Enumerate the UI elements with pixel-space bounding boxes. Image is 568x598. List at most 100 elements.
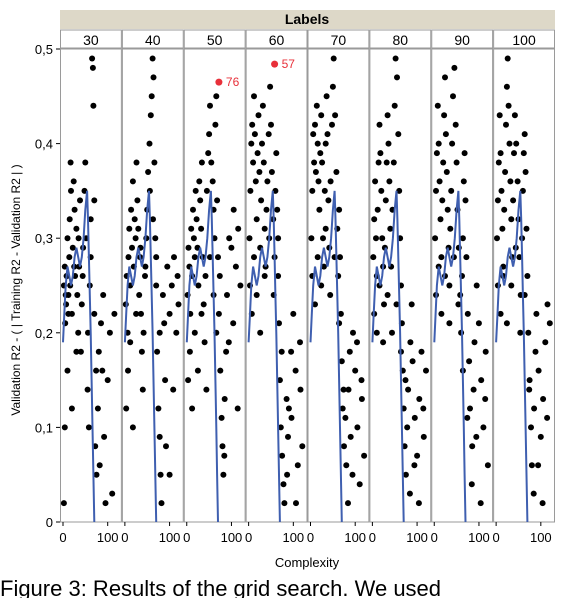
point-50-13 (196, 178, 203, 185)
panel-frame-100 (493, 48, 555, 523)
y-tick-label-4: 0,4 (35, 137, 53, 152)
point-90-9 (440, 159, 447, 166)
point-100-12 (504, 55, 511, 62)
point-30-61 (91, 197, 98, 204)
panel-label-100: 100 (512, 32, 536, 48)
x-tick-label-70-1: 100 (344, 530, 366, 545)
point-100-2 (495, 159, 502, 166)
point-60-8 (253, 216, 260, 223)
point-60-11 (256, 169, 263, 175)
point-100-3 (496, 112, 503, 119)
point-80-37 (407, 339, 414, 346)
point-80-35 (404, 424, 411, 431)
point-50-15 (198, 225, 205, 232)
point-90-21 (451, 64, 458, 71)
point-70-16 (322, 140, 329, 147)
panel-label-40: 40 (145, 32, 161, 48)
point-40-10 (131, 216, 138, 223)
point-100-45 (546, 320, 553, 327)
y-tick-label-1: 0,1 (35, 420, 53, 435)
highlight-label-0: 76 (226, 75, 240, 89)
point-100-19 (511, 150, 517, 157)
point-90-29 (459, 235, 466, 242)
point-60-23 (268, 121, 274, 128)
point-30-47 (60, 500, 67, 507)
x-tick-label-50-0: 0 (183, 530, 190, 545)
point-70-29 (336, 206, 343, 213)
point-30-46 (111, 310, 118, 317)
y-axis: 0 0,1 0,2 0,3 0,4 0,5 (35, 42, 60, 530)
smoother-40 (123, 190, 158, 523)
point-30-10 (68, 187, 74, 194)
point-60-15 (259, 102, 266, 109)
point-30-37 (94, 405, 101, 412)
point-50-42 (228, 244, 235, 251)
x-axis-label: Complexity (275, 555, 340, 570)
point-90-8 (439, 197, 446, 204)
point-100-31 (523, 225, 530, 232)
point-60-55 (278, 348, 285, 355)
point-90-12 (442, 131, 449, 138)
point-50-26 (209, 178, 216, 185)
point-50-43 (230, 206, 237, 213)
point-30-54 (65, 310, 72, 317)
point-50-46 (237, 282, 244, 289)
point-70-8 (315, 178, 322, 185)
point-80-24 (392, 55, 399, 62)
point-60-43 (294, 462, 301, 469)
point-80-50 (384, 292, 391, 298)
point-40-21 (142, 273, 148, 279)
point-50-36 (219, 443, 226, 450)
point-70-1 (309, 187, 316, 194)
point-70-37 (345, 386, 352, 393)
point-50-52 (198, 310, 205, 317)
point-50-12 (195, 282, 202, 289)
point-40-41 (164, 263, 171, 270)
point-60-3 (249, 121, 256, 128)
point-30-32 (89, 64, 96, 71)
point-70-14 (320, 263, 327, 270)
point-100-8 (501, 206, 508, 213)
point-70-13 (320, 235, 326, 242)
point-70-35 (342, 414, 349, 421)
point-50-21 (203, 187, 210, 194)
point-50-37 (220, 471, 227, 478)
point-90-35 (466, 358, 473, 365)
point-40-53 (142, 263, 149, 270)
point-70-30 (337, 254, 343, 261)
point-30-21 (77, 348, 84, 355)
point-40-39 (161, 320, 168, 327)
point-80-10 (379, 235, 386, 242)
point-40-14 (135, 225, 142, 232)
point-40-51 (133, 310, 140, 317)
point-90-1 (433, 187, 439, 194)
point-60-20 (264, 178, 271, 185)
point-60-5 (251, 93, 257, 100)
point-100-9 (502, 169, 509, 175)
point-30-7 (66, 254, 73, 261)
point-70-5 (312, 169, 319, 175)
point-50-7 (190, 235, 197, 242)
point-70-47 (312, 301, 318, 308)
x-tick-label-80-0: 0 (369, 530, 376, 545)
point-100-6 (499, 225, 506, 232)
point-100-20 (511, 112, 518, 119)
panels: 76 57 (60, 48, 555, 523)
point-50-54 (207, 254, 213, 261)
point-60-41 (290, 310, 297, 317)
point-60-39 (285, 405, 292, 412)
point-100-33 (525, 329, 532, 336)
point-50-1 (185, 244, 192, 251)
y-tick-label-0: 0 (46, 515, 53, 530)
point-90-58 (482, 396, 489, 402)
x-tick-label-100-0: 0 (493, 530, 500, 545)
point-90-48 (438, 310, 445, 317)
point-70-31 (337, 310, 344, 317)
point-100-58 (544, 414, 551, 421)
point-90-22 (452, 121, 459, 128)
point-40-44 (171, 254, 177, 261)
point-70-15 (321, 187, 328, 194)
point-30-25 (82, 159, 89, 166)
point-40-34 (155, 405, 162, 412)
point-100-43 (542, 339, 549, 346)
